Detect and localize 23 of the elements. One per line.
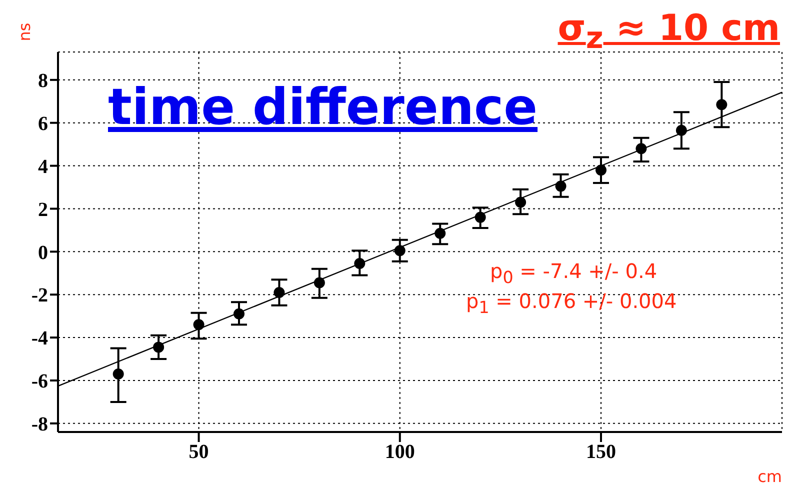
y-tick-label: 6 bbox=[38, 112, 48, 135]
annotation: p$_{0}$ = -7.4 +/- 0.4 bbox=[490, 259, 658, 288]
point bbox=[193, 319, 204, 330]
y-tick-label: -2 bbox=[31, 284, 48, 307]
x-axis-title: cm bbox=[758, 467, 782, 486]
y-axis-title: ns bbox=[15, 22, 34, 42]
y-tick-label: -8 bbox=[31, 414, 48, 436]
chart-title: σ$_{z}$ ≈ 10 cm bbox=[558, 8, 780, 56]
point bbox=[112, 368, 124, 380]
x-tick-label: 50 bbox=[188, 441, 209, 464]
y-tick-label: 4 bbox=[38, 156, 48, 178]
x-tick-label: 100 bbox=[384, 441, 415, 464]
y-tick-label: -6 bbox=[31, 370, 48, 393]
y-tick-label: 0 bbox=[38, 242, 48, 264]
y-tick-label: -4 bbox=[31, 328, 48, 350]
annotation: p$_{1}$ = 0.076 +/- 0.004 bbox=[466, 289, 677, 318]
point bbox=[555, 180, 566, 192]
y-tick-label: 8 bbox=[38, 70, 48, 92]
x-tick-label: 150 bbox=[586, 441, 616, 464]
point bbox=[716, 99, 728, 110]
point bbox=[596, 164, 606, 176]
annotation: time difference bbox=[108, 78, 538, 136]
y-tick-label: 2 bbox=[38, 198, 48, 221]
